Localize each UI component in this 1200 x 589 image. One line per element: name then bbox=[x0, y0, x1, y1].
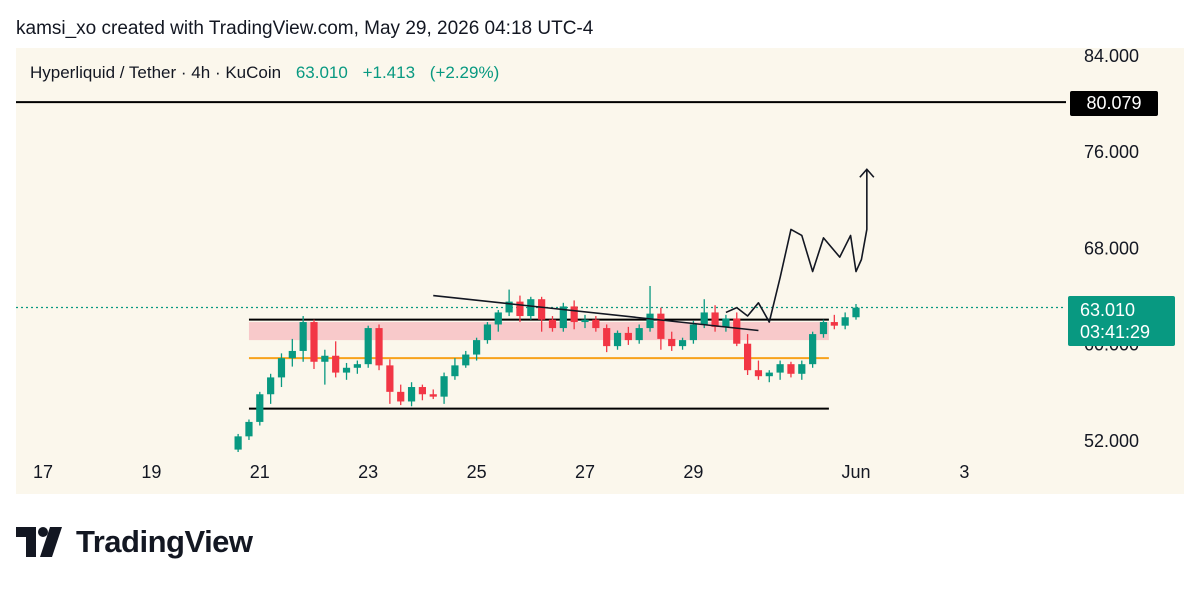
level-price-badge: 80.079 bbox=[1070, 91, 1158, 116]
candle-body bbox=[624, 332, 632, 341]
candle-body bbox=[548, 319, 557, 329]
candle-body bbox=[256, 394, 264, 422]
candle-body bbox=[245, 421, 253, 437]
candle-body bbox=[483, 324, 492, 341]
candle-body bbox=[711, 312, 719, 327]
time-axis-label: 27 bbox=[575, 462, 595, 482]
separator-dot: · bbox=[214, 63, 226, 82]
candle-body bbox=[353, 364, 361, 368]
candle-body bbox=[538, 299, 546, 320]
chart-panel[interactable]: Hyperliquid / Tether · 4h · KuCoin 63.01… bbox=[16, 48, 1184, 494]
current-price-label: 63.010 bbox=[1080, 300, 1136, 320]
candle-body bbox=[668, 338, 676, 347]
price-axis-label: 68.000 bbox=[1084, 238, 1139, 258]
candle-body bbox=[613, 332, 622, 347]
candle-body bbox=[722, 318, 730, 327]
candle-body bbox=[516, 301, 524, 317]
candle-body bbox=[787, 364, 795, 374]
projection-path bbox=[725, 169, 868, 323]
tradingview-logo: TradingView bbox=[16, 520, 253, 564]
candle-body bbox=[440, 376, 448, 397]
time-axis-label: 23 bbox=[358, 462, 378, 482]
chart-credit: kamsi_xo created with TradingView.com, M… bbox=[16, 18, 594, 39]
trendline bbox=[433, 294, 759, 332]
candle-body bbox=[559, 306, 567, 329]
candle-body bbox=[798, 364, 806, 374]
candle-body bbox=[570, 306, 578, 323]
candle-body bbox=[364, 328, 372, 365]
candle-body bbox=[809, 334, 817, 365]
candle-body bbox=[657, 313, 665, 339]
time-axis-label: 3 bbox=[959, 462, 969, 482]
symbol-name: Hyperliquid / Tether bbox=[30, 63, 177, 82]
candle-body bbox=[234, 436, 242, 450]
candle-body bbox=[397, 391, 405, 402]
candle-body bbox=[407, 387, 416, 402]
candle-body bbox=[277, 358, 286, 378]
last-price: 63.010 bbox=[295, 63, 348, 82]
candle-body bbox=[635, 328, 643, 341]
bar-countdown: 03:41:29 bbox=[1080, 322, 1151, 342]
candle-body bbox=[754, 370, 763, 377]
current-price-badge: 63.010 03:41:29 bbox=[1068, 296, 1175, 346]
demand-zone bbox=[248, 322, 829, 341]
candle-body bbox=[819, 322, 828, 335]
time-axis-label: 21 bbox=[250, 462, 270, 482]
candle-body bbox=[689, 324, 697, 341]
candle-body bbox=[429, 394, 437, 397]
candle-body bbox=[299, 322, 307, 351]
candle-body bbox=[830, 322, 838, 326]
price-change-pct: (+2.29%) bbox=[429, 63, 500, 82]
candle-body bbox=[288, 350, 296, 359]
brand-name: TradingView bbox=[76, 524, 253, 559]
candle-body bbox=[267, 377, 275, 395]
candle-body bbox=[678, 340, 687, 347]
candle-body bbox=[581, 319, 589, 323]
candle-body bbox=[375, 328, 383, 366]
time-axis-label: 25 bbox=[467, 462, 487, 482]
candle-body bbox=[386, 365, 394, 392]
candle-body bbox=[646, 313, 654, 329]
candle-body bbox=[451, 365, 459, 377]
time-axis-label: 19 bbox=[141, 462, 161, 482]
candle-body bbox=[473, 340, 481, 355]
candle-body bbox=[765, 372, 773, 377]
candle-body bbox=[418, 387, 426, 395]
time-axis-label: 29 bbox=[683, 462, 703, 482]
projection-arrowhead bbox=[859, 168, 875, 178]
time-axis-label: 17 bbox=[33, 462, 53, 482]
candle-body bbox=[462, 354, 470, 366]
candle-body bbox=[310, 322, 318, 362]
price-change: +1.413 bbox=[362, 63, 416, 82]
candle-body bbox=[321, 355, 329, 362]
candle-body bbox=[700, 312, 708, 325]
candle-body bbox=[527, 299, 535, 317]
candle-body bbox=[744, 343, 752, 371]
candle-body bbox=[592, 319, 600, 329]
separator-dot: · bbox=[180, 63, 192, 82]
candle-body bbox=[776, 364, 784, 373]
tradingview-mark-icon bbox=[16, 527, 62, 557]
candle-body bbox=[342, 367, 351, 373]
candle-body bbox=[505, 301, 513, 313]
price-axis-label: 52.000 bbox=[1084, 431, 1139, 451]
candle-body bbox=[603, 328, 611, 347]
candle-body bbox=[733, 318, 741, 344]
symbol-interval: 4h bbox=[191, 63, 211, 82]
candle-body bbox=[841, 317, 849, 326]
symbol-exchange: KuCoin bbox=[225, 63, 282, 82]
price-axis-label: 84.000 bbox=[1084, 46, 1139, 66]
candle-body bbox=[332, 355, 340, 373]
candle-body bbox=[852, 307, 860, 318]
price-axis-label: 76.000 bbox=[1084, 142, 1139, 162]
time-axis-label: Jun bbox=[841, 462, 870, 482]
symbol-header: Hyperliquid / Tether · 4h · KuCoin 63.01… bbox=[30, 63, 499, 83]
candle-body bbox=[494, 312, 502, 325]
